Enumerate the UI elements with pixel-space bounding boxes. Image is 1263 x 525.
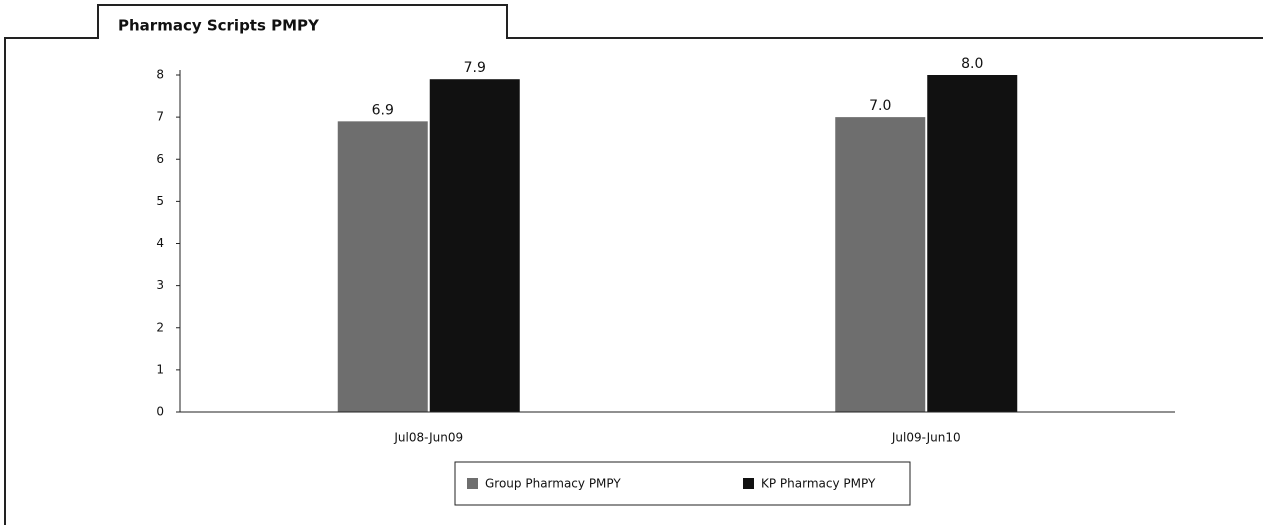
y-tick-label: 8 <box>156 68 164 82</box>
y-tick-label: 5 <box>156 194 164 208</box>
y-tick-label: 6 <box>156 152 164 166</box>
y-tick-label: 2 <box>156 320 164 334</box>
y-tick-label: 1 <box>156 362 164 376</box>
x-tick-label: Jul09-Jun10 <box>891 431 961 445</box>
bar <box>835 117 926 412</box>
chart-title: Pharmacy Scripts PMPY <box>118 17 320 35</box>
legend-label: KP Pharmacy PMPY <box>761 477 876 491</box>
value-label: 8.0 <box>961 56 983 72</box>
legend-swatch <box>467 478 478 489</box>
y-tick-label: 3 <box>156 278 164 292</box>
legend-swatch <box>743 478 754 489</box>
y-tick-label: 4 <box>156 236 164 250</box>
value-label: 6.9 <box>372 102 394 118</box>
legend-label: Group Pharmacy PMPY <box>485 477 621 491</box>
bar <box>927 75 1018 412</box>
bar <box>429 79 520 413</box>
value-label: 7.9 <box>464 60 486 76</box>
x-tick-label: Jul08-Jun09 <box>393 431 463 445</box>
y-tick-label: 7 <box>156 110 164 124</box>
legend-box <box>454 461 911 506</box>
frame <box>4 4 1263 525</box>
value-label: 7.0 <box>869 98 891 114</box>
bar <box>337 121 428 413</box>
y-tick-label: 0 <box>156 405 164 419</box>
